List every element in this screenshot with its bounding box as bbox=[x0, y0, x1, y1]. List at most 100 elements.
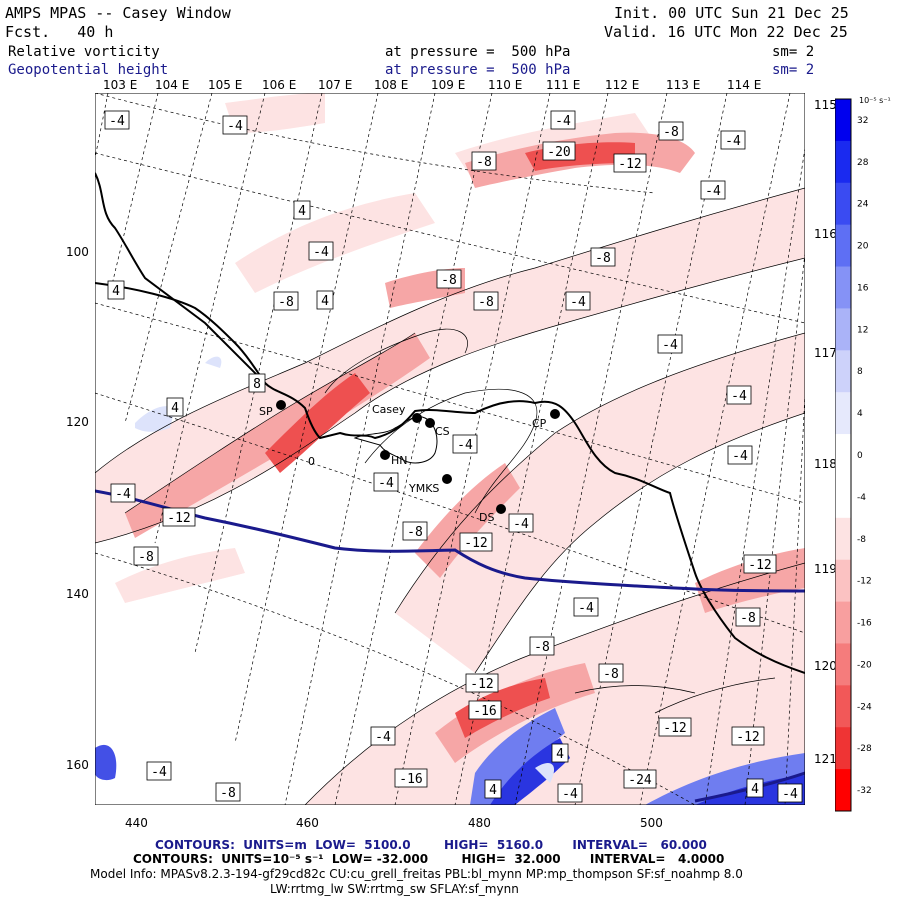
contour-label: 4 bbox=[107, 280, 125, 300]
footer-height-contours: CONTOURS: UNITS=m LOW= 5100.0 HIGH= 5160… bbox=[155, 838, 707, 852]
colorbar-tick-label: 16 bbox=[857, 283, 869, 293]
contour-label-text: -4 bbox=[375, 730, 391, 745]
colorbar-segment bbox=[835, 224, 851, 268]
colorbar-tick-label: -24 bbox=[857, 702, 872, 712]
contour-label-box bbox=[465, 673, 499, 693]
contour-label-text: -8 bbox=[478, 295, 494, 310]
contour-label-text: -4 bbox=[115, 487, 131, 502]
contour-label: -12 bbox=[613, 153, 647, 173]
contour-label: 4 bbox=[551, 743, 569, 763]
contour-label-box bbox=[471, 151, 497, 171]
contour-label: -16 bbox=[394, 768, 428, 788]
colorbar-tick-label: 0 bbox=[857, 451, 863, 461]
contour-label: -4 bbox=[146, 761, 172, 781]
contour-label-text: -4 bbox=[662, 338, 678, 353]
contour-label-text: -8 bbox=[663, 125, 679, 140]
contour-label-text: -4 bbox=[578, 601, 594, 616]
contour-label-box bbox=[484, 779, 502, 799]
contour-label-text: -4 bbox=[782, 787, 798, 802]
station-label: Casey bbox=[372, 403, 406, 416]
lon-label: 107 E bbox=[318, 78, 353, 92]
extra-label: 0 bbox=[308, 455, 315, 468]
contour-label-text: -4 bbox=[313, 245, 329, 260]
station-dot bbox=[550, 409, 560, 419]
colorbar-segment bbox=[835, 727, 851, 770]
colorbar-segment bbox=[835, 350, 851, 393]
lon-label: 111 E bbox=[546, 78, 581, 92]
contour-label-text: -8 bbox=[278, 295, 294, 310]
contour-label-text: 4 bbox=[489, 783, 497, 798]
contour-label: -4 bbox=[727, 445, 753, 465]
contour-label: -4 bbox=[565, 291, 591, 311]
lon-label: 108 E bbox=[374, 78, 409, 92]
contour-label-box bbox=[452, 434, 478, 454]
contour-label-box bbox=[394, 768, 428, 788]
contour-label-box bbox=[658, 717, 692, 737]
colorbar-segment bbox=[835, 685, 851, 728]
negative-vorticity-strong bbox=[265, 142, 635, 738]
contour-label-box bbox=[590, 247, 616, 267]
contour-label-text: -12 bbox=[748, 558, 771, 573]
contour-label: -12 bbox=[743, 554, 777, 574]
init-time: Init. 00 UTC Sun 21 Dec 25 bbox=[614, 4, 849, 22]
contour-label: -8 bbox=[133, 546, 159, 566]
contour-label-text: -4 bbox=[725, 134, 741, 149]
footer-model-info: Model Info: MPASv8.2.3-194-gf29cd82c CU:… bbox=[90, 867, 743, 881]
contour-label: -4 bbox=[557, 783, 583, 803]
contour-label-box bbox=[746, 778, 764, 798]
contour-label-box bbox=[542, 141, 576, 161]
contour-label-text: -8 bbox=[441, 273, 457, 288]
colorbar-segments bbox=[835, 98, 852, 812]
coastline bbox=[95, 172, 805, 674]
casey-area-outline bbox=[353, 416, 438, 464]
field2-name: Geopotential height bbox=[8, 62, 169, 78]
colorbar-segment bbox=[835, 643, 851, 686]
contour-label: -24 bbox=[623, 769, 657, 789]
contour-label-box bbox=[700, 180, 726, 200]
contour-label-box bbox=[598, 663, 624, 683]
contour-label: 4 bbox=[746, 778, 764, 798]
contour-label-box bbox=[657, 334, 683, 354]
contour-label-box bbox=[508, 513, 534, 533]
contour-label: -8 bbox=[658, 121, 684, 141]
field1-smoothing: sm= 2 bbox=[772, 44, 815, 60]
contour-label-box bbox=[402, 521, 428, 541]
station-label: DS bbox=[479, 511, 494, 524]
contour-label-box bbox=[573, 597, 599, 617]
colorbar-tick-label: -20 bbox=[857, 660, 872, 670]
contour-label-text: -4 bbox=[732, 449, 748, 464]
contour-label: -12 bbox=[465, 673, 499, 693]
contour-label: -8 bbox=[473, 291, 499, 311]
contour-label-text: -8 bbox=[603, 667, 619, 682]
station-dot bbox=[425, 418, 435, 428]
contour-label: -4 bbox=[720, 130, 746, 150]
contour-label: -4 bbox=[104, 110, 130, 130]
colorbar-segment bbox=[835, 392, 851, 435]
contour-label-text: -16 bbox=[473, 704, 496, 719]
station-label: SP bbox=[259, 405, 273, 418]
colorbar-tick-label: 24 bbox=[857, 200, 869, 210]
colorbar-tick-label: -28 bbox=[857, 744, 872, 754]
contour-label-text: -4 bbox=[731, 389, 747, 404]
contour-label-box bbox=[222, 115, 248, 135]
contour-label-box bbox=[133, 546, 159, 566]
contour-label-text: 4 bbox=[171, 401, 179, 416]
contour-label: -4 bbox=[110, 483, 136, 503]
contour-label-text: -12 bbox=[167, 511, 190, 526]
footer-vorticity-contours: CONTOURS: UNITS=10⁻⁵ s⁻¹ LOW= -32.000 HI… bbox=[133, 852, 725, 866]
station-dot bbox=[412, 413, 422, 423]
contour-label: -12 bbox=[459, 532, 493, 552]
lon-label: 103 E bbox=[103, 78, 138, 92]
contour-label-text: -4 bbox=[151, 765, 167, 780]
contour-label-text: -8 bbox=[407, 525, 423, 540]
contour-label: -16 bbox=[468, 700, 502, 720]
colorbar-segment bbox=[835, 140, 851, 184]
contour-label-box bbox=[248, 373, 266, 393]
colorbar-tick-label: 28 bbox=[857, 158, 869, 168]
x-axis-label: 460 bbox=[296, 816, 319, 830]
lon-label: 106 E bbox=[262, 78, 297, 92]
contour-label-text: 4 bbox=[298, 204, 306, 219]
geopotential-height-contour bbox=[95, 489, 805, 593]
contour-label-box bbox=[146, 761, 172, 781]
colorbar-tick-label: -8 bbox=[857, 535, 866, 545]
